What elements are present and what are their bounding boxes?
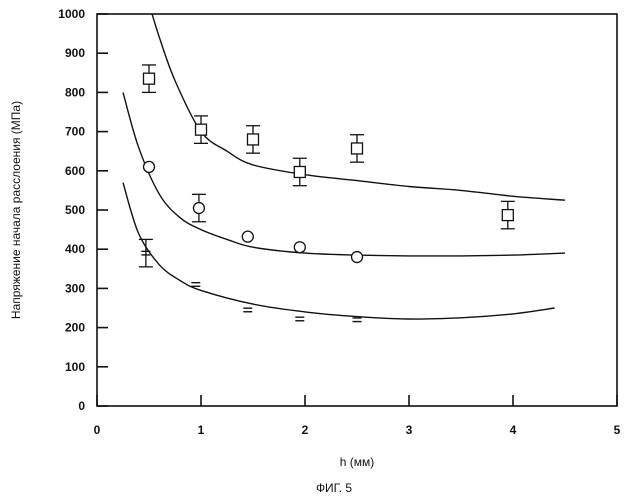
square-marker	[196, 124, 207, 135]
x-tick-label: 0	[94, 423, 101, 437]
square-marker	[352, 143, 363, 154]
y-axis-ticks: 0 100 200 300 400 500 600 700 800 900 1000	[58, 7, 108, 413]
y-tick-label: 700	[65, 125, 85, 139]
square-marker	[248, 134, 259, 145]
plot-border	[97, 14, 617, 406]
x-tick-label: 1	[198, 423, 205, 437]
circle-marker	[352, 252, 363, 263]
y-tick-label: 100	[65, 360, 85, 374]
circle-marker	[242, 231, 253, 242]
x-tick-label: 2	[302, 423, 309, 437]
y-axis-label: Напряжение начала расслоения (МПа)	[9, 101, 23, 319]
x-axis-label: h (мм)	[340, 455, 375, 469]
x-tick-label: 5	[614, 423, 621, 437]
circle-marker	[294, 242, 305, 253]
plot-frame	[97, 14, 617, 406]
fit-curve	[123, 183, 555, 319]
circle-marker	[193, 203, 204, 214]
y-tick-label: 1000	[58, 7, 85, 21]
data-points	[139, 65, 515, 322]
fit-curve	[152, 14, 565, 200]
y-tick-label: 200	[65, 321, 85, 335]
y-tick-label: 600	[65, 164, 85, 178]
x-axis-ticks: 0 1 2 3 4 5	[94, 395, 621, 437]
y-tick-label: 900	[65, 46, 85, 60]
circle-marker	[144, 161, 155, 172]
fit-curves	[123, 14, 565, 319]
y-tick-label: 0	[78, 399, 85, 413]
y-tick-label: 500	[65, 203, 85, 217]
square-marker	[294, 166, 305, 177]
x-tick-label: 4	[510, 423, 517, 437]
square-marker	[144, 73, 155, 84]
square-marker	[502, 210, 513, 221]
figure-caption: ФИГ. 5	[316, 481, 352, 495]
y-tick-label: 300	[65, 281, 85, 295]
y-tick-label: 400	[65, 242, 85, 256]
fit-curve	[123, 92, 565, 256]
y-tick-label: 800	[65, 85, 85, 99]
x-tick-label: 3	[406, 423, 413, 437]
